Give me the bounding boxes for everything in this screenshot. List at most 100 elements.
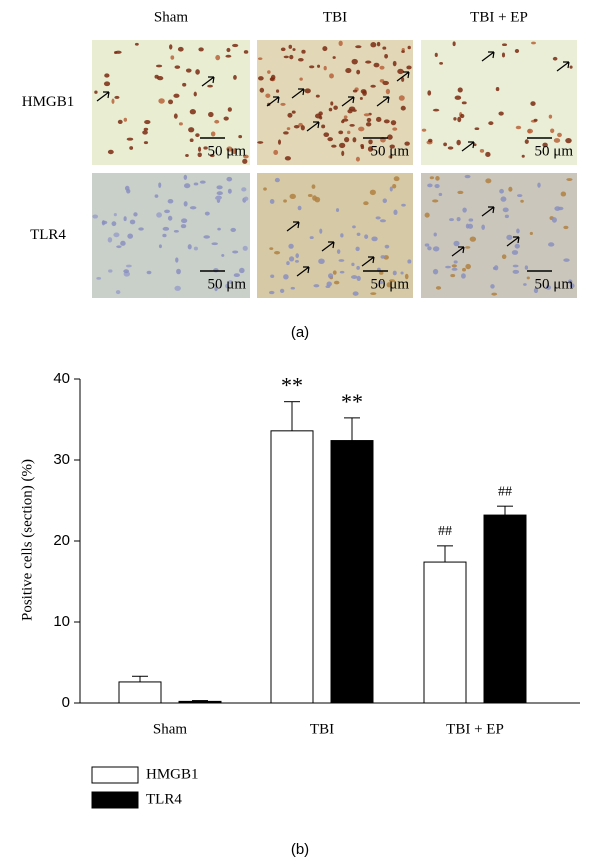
arrow [461, 141, 475, 152]
cell [146, 270, 152, 275]
cell [138, 227, 144, 231]
cell [198, 47, 204, 52]
cell [158, 244, 162, 249]
cell [311, 184, 316, 189]
arrow [556, 61, 570, 72]
cell [456, 217, 461, 222]
micrograph [257, 40, 413, 165]
cell [406, 65, 412, 70]
cell [180, 224, 187, 229]
cell [401, 50, 405, 53]
cell [474, 127, 480, 131]
cell [277, 139, 282, 145]
cell [185, 68, 192, 73]
cell [333, 280, 340, 285]
cell [225, 283, 230, 289]
cell [189, 109, 196, 115]
cell [195, 69, 200, 75]
cell [187, 244, 192, 250]
cell [421, 128, 427, 132]
cell [323, 132, 330, 138]
error-bar [132, 675, 148, 682]
cell [389, 144, 395, 149]
cell [457, 190, 464, 195]
cell [238, 134, 243, 139]
cell [352, 109, 357, 112]
cell [389, 279, 396, 283]
cell [389, 186, 393, 192]
error-bar [437, 545, 453, 563]
cell [355, 156, 360, 162]
cell [351, 275, 358, 279]
cell [185, 154, 189, 158]
cell [125, 264, 132, 268]
cell [424, 212, 430, 218]
cell [355, 246, 360, 252]
cell [225, 54, 232, 58]
cell [269, 199, 275, 204]
cell [352, 137, 357, 143]
cell [461, 101, 467, 105]
cell [397, 68, 404, 75]
column-label: Sham [154, 9, 189, 25]
cell [265, 93, 271, 98]
cell [101, 220, 108, 225]
cell [321, 124, 326, 129]
cell [427, 138, 433, 143]
cell [289, 193, 296, 199]
cell [259, 87, 265, 93]
cell [382, 46, 387, 50]
cell [126, 188, 131, 194]
cell [435, 176, 440, 181]
cell [164, 209, 170, 214]
cell [404, 273, 409, 280]
cell [379, 65, 385, 70]
cell [365, 122, 372, 127]
cell [499, 188, 504, 194]
cell [283, 274, 289, 280]
cell [181, 218, 188, 224]
y-tick-label: 10 [53, 613, 70, 630]
cell [143, 127, 149, 131]
cell [203, 235, 210, 239]
cell [566, 178, 573, 181]
y-tick-label: 0 [62, 694, 70, 711]
cell [464, 174, 471, 179]
cell [514, 243, 520, 249]
cell [495, 87, 500, 92]
cell [268, 290, 275, 295]
cell [108, 269, 113, 273]
bar [118, 681, 162, 704]
annotation: ** [281, 373, 303, 398]
cell [530, 101, 536, 106]
cell [443, 142, 447, 147]
cell [289, 54, 294, 60]
cell [173, 93, 180, 98]
cell [362, 90, 367, 96]
cell [286, 127, 291, 131]
cell [301, 49, 306, 54]
cell [565, 138, 572, 144]
cell [407, 45, 411, 50]
cell [117, 119, 123, 124]
cell [434, 183, 440, 189]
error-bar [497, 505, 513, 516]
cell [385, 88, 391, 95]
cell [114, 95, 120, 99]
cell [465, 263, 471, 270]
cell [300, 125, 305, 131]
arrow [201, 76, 215, 87]
cell [96, 277, 102, 280]
cell [384, 244, 390, 249]
cell [158, 182, 162, 188]
error-bar [344, 417, 360, 441]
cell [309, 236, 314, 239]
cell [280, 47, 286, 52]
cell [339, 142, 346, 149]
legend-swatch [91, 791, 139, 809]
cell [175, 257, 179, 263]
cell [494, 265, 499, 271]
cell [221, 253, 225, 257]
cell [283, 131, 289, 135]
